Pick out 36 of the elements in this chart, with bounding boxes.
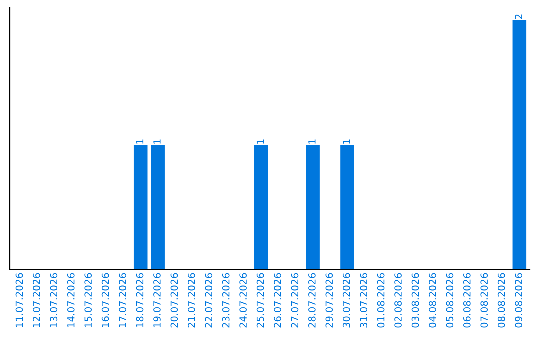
x-tick-label: 31.07.2026 <box>360 273 368 328</box>
x-tick-label: 15.07.2026 <box>84 273 92 328</box>
x-tick-label: 09.08.2026 <box>515 273 522 328</box>
x-tick-label: 01.08.2026 <box>377 273 385 328</box>
x-tick-label: 02.08.2026 <box>394 273 402 328</box>
x-tick-label: 08.08.2026 <box>498 273 506 328</box>
x-tick-label: 30.07.2026 <box>342 273 350 328</box>
x-tick-label: 26.07.2026 <box>274 273 282 328</box>
data-label: 2 <box>515 14 522 20</box>
x-tick-label: 11.07.2026 <box>16 273 24 328</box>
x-tick-label: 23.07.2026 <box>222 273 230 328</box>
x-tick-label: 25.07.2026 <box>256 273 264 328</box>
x-tick-label: 17.07.2026 <box>119 273 126 328</box>
data-label: 1 <box>154 140 161 144</box>
x-tick-label: 29.07.2026 <box>326 273 334 328</box>
x-tick-label: 22.07.2026 <box>205 273 213 328</box>
x-tick-label: 20.07.2026 <box>170 273 178 328</box>
data-label: 1 <box>343 140 350 144</box>
data-label: 1 <box>136 140 144 144</box>
x-tick-label: 24.07.2026 <box>240 273 247 328</box>
x-tick-label: 16.07.2026 <box>102 273 110 328</box>
x-tick-label: 13.07.2026 <box>50 273 58 328</box>
x-tick-label: 27.07.2026 <box>291 273 299 328</box>
x-tick-label: 19.07.2026 <box>154 273 161 328</box>
x-tick-label: 03.08.2026 <box>412 273 420 328</box>
data-label: 1 <box>308 140 316 144</box>
x-tick-label: 04.08.2026 <box>429 273 436 328</box>
x-tick-label: 07.08.2026 <box>480 273 488 328</box>
x-tick-label: 14.07.2026 <box>67 273 75 328</box>
x-tick-label: 05.08.2026 <box>446 273 454 328</box>
data-label: 1 <box>256 140 264 144</box>
x-tick-label: 18.07.2026 <box>136 273 144 328</box>
x-tick-label: 28.07.2026 <box>308 273 316 328</box>
x-tick-label: 12.07.2026 <box>33 273 40 328</box>
x-tick-label: 06.08.2026 <box>463 273 471 328</box>
x-tick-label: 21.07.2026 <box>188 273 196 328</box>
